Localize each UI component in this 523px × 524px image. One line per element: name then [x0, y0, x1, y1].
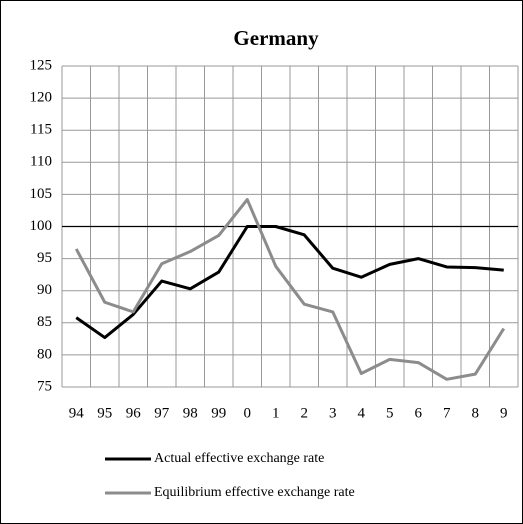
x-tick-label: 0: [244, 405, 252, 421]
series-line: [74, 198, 506, 381]
x-tick-label: 97: [154, 405, 170, 421]
y-tick-label: 75: [37, 378, 52, 394]
x-tick-label: 98: [183, 405, 198, 421]
x-tick-label: 9: [500, 405, 508, 421]
x-tick-label: 4: [358, 405, 366, 421]
x-tick-label: 7: [443, 405, 451, 421]
y-tick-label: 125: [30, 57, 53, 73]
y-tick-label: 120: [30, 90, 53, 106]
y-tick-label: 90: [37, 282, 52, 298]
y-tick-label: 85: [37, 314, 52, 330]
chart-title: Germany: [233, 26, 319, 50]
series-line: [75, 225, 504, 340]
y-tick-label: 115: [30, 122, 52, 138]
legend-label: Equilibrium effective exchange rate: [154, 485, 355, 500]
x-tick-label: 96: [126, 405, 142, 421]
y-tick-label: 110: [30, 154, 52, 170]
x-tick-label: 1: [272, 405, 280, 421]
x-tick-label: 99: [211, 405, 226, 421]
y-tick-label: 80: [37, 346, 52, 362]
x-tick-label: 6: [415, 405, 423, 421]
x-tick-label: 5: [386, 405, 394, 421]
x-tick-label: 95: [97, 405, 112, 421]
y-tick-label: 105: [30, 186, 53, 202]
x-tick-label: 3: [329, 405, 337, 421]
y-tick-label: 95: [37, 250, 52, 266]
y-tick-label: 100: [30, 218, 53, 234]
legend-label: Actual effective exchange rate: [154, 451, 324, 466]
x-tick-label: 2: [301, 405, 309, 421]
x-tick-label: 8: [472, 405, 480, 421]
x-tick-label: 94: [69, 405, 85, 421]
